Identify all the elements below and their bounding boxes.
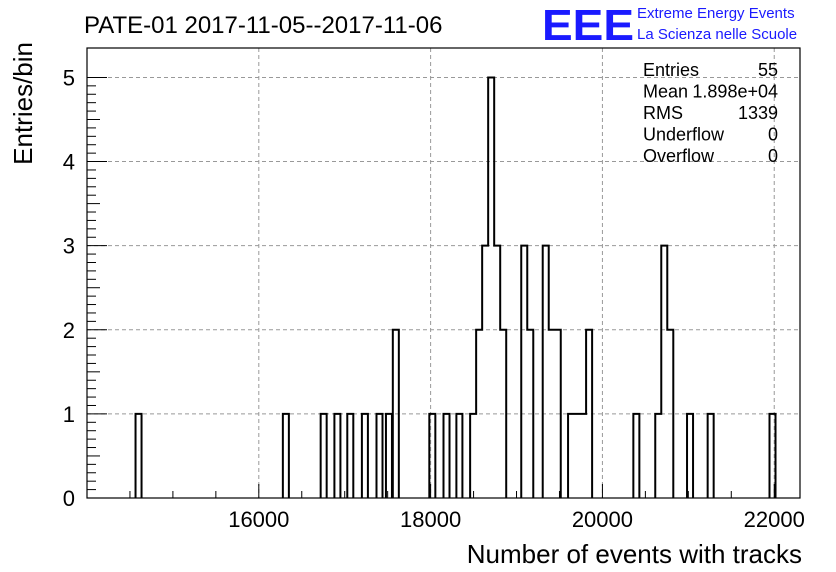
histogram-bin <box>376 414 382 498</box>
histogram-bin <box>283 414 289 498</box>
y-tick-label: 4 <box>63 150 75 175</box>
histogram-bin <box>568 414 574 498</box>
histogram-bin <box>527 330 533 498</box>
histogram-bin <box>580 414 586 498</box>
histogram-bin <box>362 414 368 498</box>
stats-value: 0 <box>768 146 778 166</box>
logo-mark: EEE <box>542 1 634 50</box>
stats-label: Overflow <box>643 146 715 166</box>
x-tick-label: 20000 <box>572 507 633 532</box>
grid-lines <box>87 48 800 498</box>
histogram-bin <box>393 330 399 498</box>
x-tick-label: 22000 <box>744 507 805 532</box>
histogram-bin <box>586 330 592 498</box>
histogram-bin <box>334 414 340 498</box>
histogram-bin <box>500 330 506 498</box>
histogram-bin <box>482 246 488 498</box>
histogram-bin <box>555 330 561 498</box>
y-tick-label: 3 <box>63 234 75 259</box>
histogram-bin <box>488 77 494 498</box>
histogram-bin <box>708 414 714 498</box>
stats-label: RMS <box>643 103 683 123</box>
histogram-bin <box>667 330 673 498</box>
y-tick-label: 2 <box>63 318 75 343</box>
histogram-bin <box>494 246 500 498</box>
histogram-bin <box>549 330 555 498</box>
stats-value: 55 <box>758 60 778 80</box>
histogram-bin <box>476 330 482 498</box>
axis-ticks <box>86 76 775 499</box>
stats-value: 0 <box>768 125 778 145</box>
eee-logo: EEE Extreme Energy Events La Scienza nel… <box>542 1 797 50</box>
y-tick-label: 0 <box>63 486 75 511</box>
histogram-bin <box>386 414 392 498</box>
stats-value: 1339 <box>738 103 778 123</box>
x-axis-title: Number of events with tracks <box>467 539 802 569</box>
y-tick-label: 5 <box>63 65 75 90</box>
tick-labels: 16000 18000 20000 22000 0 1 2 3 4 5 <box>63 65 805 532</box>
histogram-outline <box>134 76 777 498</box>
histogram-bin <box>655 414 661 498</box>
histogram-bin <box>321 414 327 498</box>
logo-line-1: Extreme Energy Events <box>637 5 795 22</box>
y-axis-title: Entries/bin <box>8 42 38 165</box>
x-tick-label: 16000 <box>228 507 289 532</box>
histogram-bin <box>543 246 549 498</box>
x-tick-label: 18000 <box>400 507 461 532</box>
histogram-bin <box>687 414 693 498</box>
histogram-bin <box>444 414 450 498</box>
plot-frame <box>86 47 801 499</box>
chart-title: PATE-01 2017-11-05--2017-11-06 <box>84 12 442 39</box>
histogram-bin <box>574 414 580 498</box>
stats-label: Entries <box>643 60 699 80</box>
histogram-bin <box>347 414 353 498</box>
y-tick-label: 1 <box>63 402 75 427</box>
stats-value: 1.898e+04 <box>692 82 778 102</box>
histogram-bin <box>456 414 462 498</box>
histogram-bin <box>470 414 476 498</box>
histogram-bin <box>136 414 142 498</box>
logo-line-2: La Scienza nelle Scuole <box>637 26 797 43</box>
histogram-bin <box>521 246 527 498</box>
histogram-bin <box>633 414 639 498</box>
stats-label: Mean <box>643 82 688 102</box>
histogram-bin <box>661 246 667 498</box>
stats-label: Underflow <box>643 125 725 145</box>
stats-box: Entries 55 Mean 1.898e+04 RMS 1339 Underflow 0 O… <box>643 60 778 166</box>
